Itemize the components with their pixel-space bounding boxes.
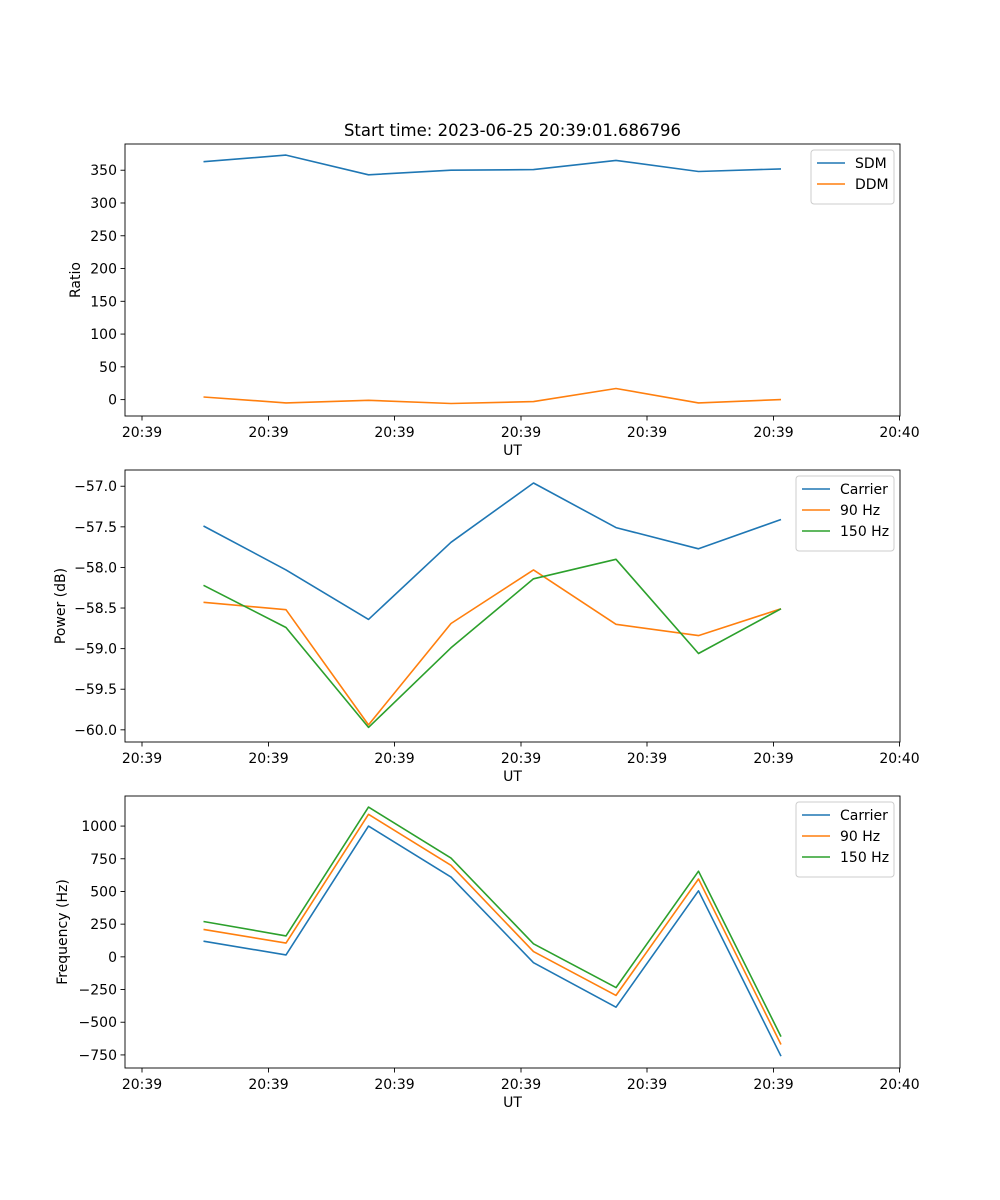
x-tick-label: 20:39 [753,425,793,441]
y-tick-label: 0 [108,393,117,409]
y-tick-label: 250 [90,229,117,245]
y-tick-label: 150 [90,294,117,310]
y-tick-label: −250 [79,983,117,999]
power-panel: 20:39 20:39 20:39 20:39 20:39 20:39 20:40 −60.0… [53,469,920,785]
y-tick-label: 200 [90,262,117,278]
x-tick-label: 20:39 [753,751,793,767]
figure-title: Start time: 2023-06-25 20:39:01.686796 [344,121,681,140]
y-tick-label: −500 [79,1015,117,1031]
x-tick-label: 20:39 [501,751,541,767]
x-tick-label: 20:39 [501,1077,541,1093]
y-tick-label: 300 [90,196,117,212]
x-tick-label: 20:39 [374,425,414,441]
plot-frame [124,795,901,1069]
x-tick-label: 20:39 [374,751,414,767]
legend-label: Carrier [840,482,888,498]
y-tick-label: −59.5 [74,682,117,698]
x-tick-label: 20:39 [248,1077,288,1093]
series-line-90-hz [203,569,782,726]
y-tick-label: 350 [90,163,117,179]
legend-label: Carrier [840,808,888,824]
x-tick-label: 20:39 [374,1077,414,1093]
x-axis-label: UT [503,1095,522,1111]
series-line-150-hz [203,558,782,729]
y-tick-label: 500 [90,884,117,900]
legend-box [795,801,895,878]
frequency-panel: 20:39 20:39 20:39 20:39 20:39 20:39 20:40 −750 −… [55,795,920,1111]
x-tick-label: 20:39 [248,751,288,767]
x-tick-label: 20:39 [122,751,162,767]
y-tick-label: −750 [79,1048,117,1064]
x-tick-label: 20:39 [753,1077,793,1093]
x-tick-label: 20:39 [122,425,162,441]
legend-box [795,475,895,552]
x-tick-label: 20:39 [627,751,667,767]
x-tick-label: 20:40 [879,1077,919,1093]
y-tick-label: 100 [90,327,117,343]
legend-label: 90 Hz [840,503,880,519]
legend-label: 150 Hz [840,524,889,540]
y-tick-label: 50 [99,360,117,376]
legend-label: DDM [855,177,889,193]
legend-label: SDM [855,156,887,172]
legend-label: 90 Hz [840,829,880,845]
x-tick-label: 20:40 [879,425,919,441]
y-tick-label: −57.0 [74,479,117,495]
legend: Carrier 90 Hz 150 Hz [795,801,895,878]
y-tick-label: −59.0 [74,642,117,658]
series-line-ddm [203,387,782,405]
series-line-90-hz [203,813,782,1045]
x-tick-label: 20:39 [501,425,541,441]
plot-frame [124,469,901,743]
y-tick-label: −58.5 [74,601,117,617]
y-tick-label: 750 [90,852,117,868]
series-line-carrier [203,482,782,621]
series-line-sdm [203,154,782,176]
y-tick-label: 1000 [81,819,117,835]
x-tick-label: 20:40 [879,751,919,767]
y-tick-label: −57.5 [74,520,117,536]
y-axis-label: Frequency (Hz) [55,879,71,985]
legend-label: 150 Hz [840,850,889,866]
y-axis-label: Ratio [68,262,84,298]
y-tick-label: −58.0 [74,560,117,576]
x-tick-label: 20:39 [122,1077,162,1093]
legend: Carrier 90 Hz 150 Hz [795,475,895,552]
y-tick-label: −60.0 [74,723,117,739]
x-tick-label: 20:39 [627,1077,667,1093]
series-line-carrier [203,825,782,1057]
x-axis-label: UT [503,443,522,459]
series-line-150-hz [203,806,782,1037]
plot-frame [124,143,901,417]
y-tick-label: 0 [108,950,117,966]
x-tick-label: 20:39 [248,425,288,441]
ratio-panel: 20:39 20:39 20:39 20:39 20:39 20:39 20:40 0 50 10… [68,143,920,459]
y-tick-label: 250 [90,917,117,933]
x-axis-label: UT [503,769,522,785]
legend: SDM DDM [810,149,895,205]
y-axis-label: Power (dB) [53,568,69,644]
x-tick-label: 20:39 [627,425,667,441]
